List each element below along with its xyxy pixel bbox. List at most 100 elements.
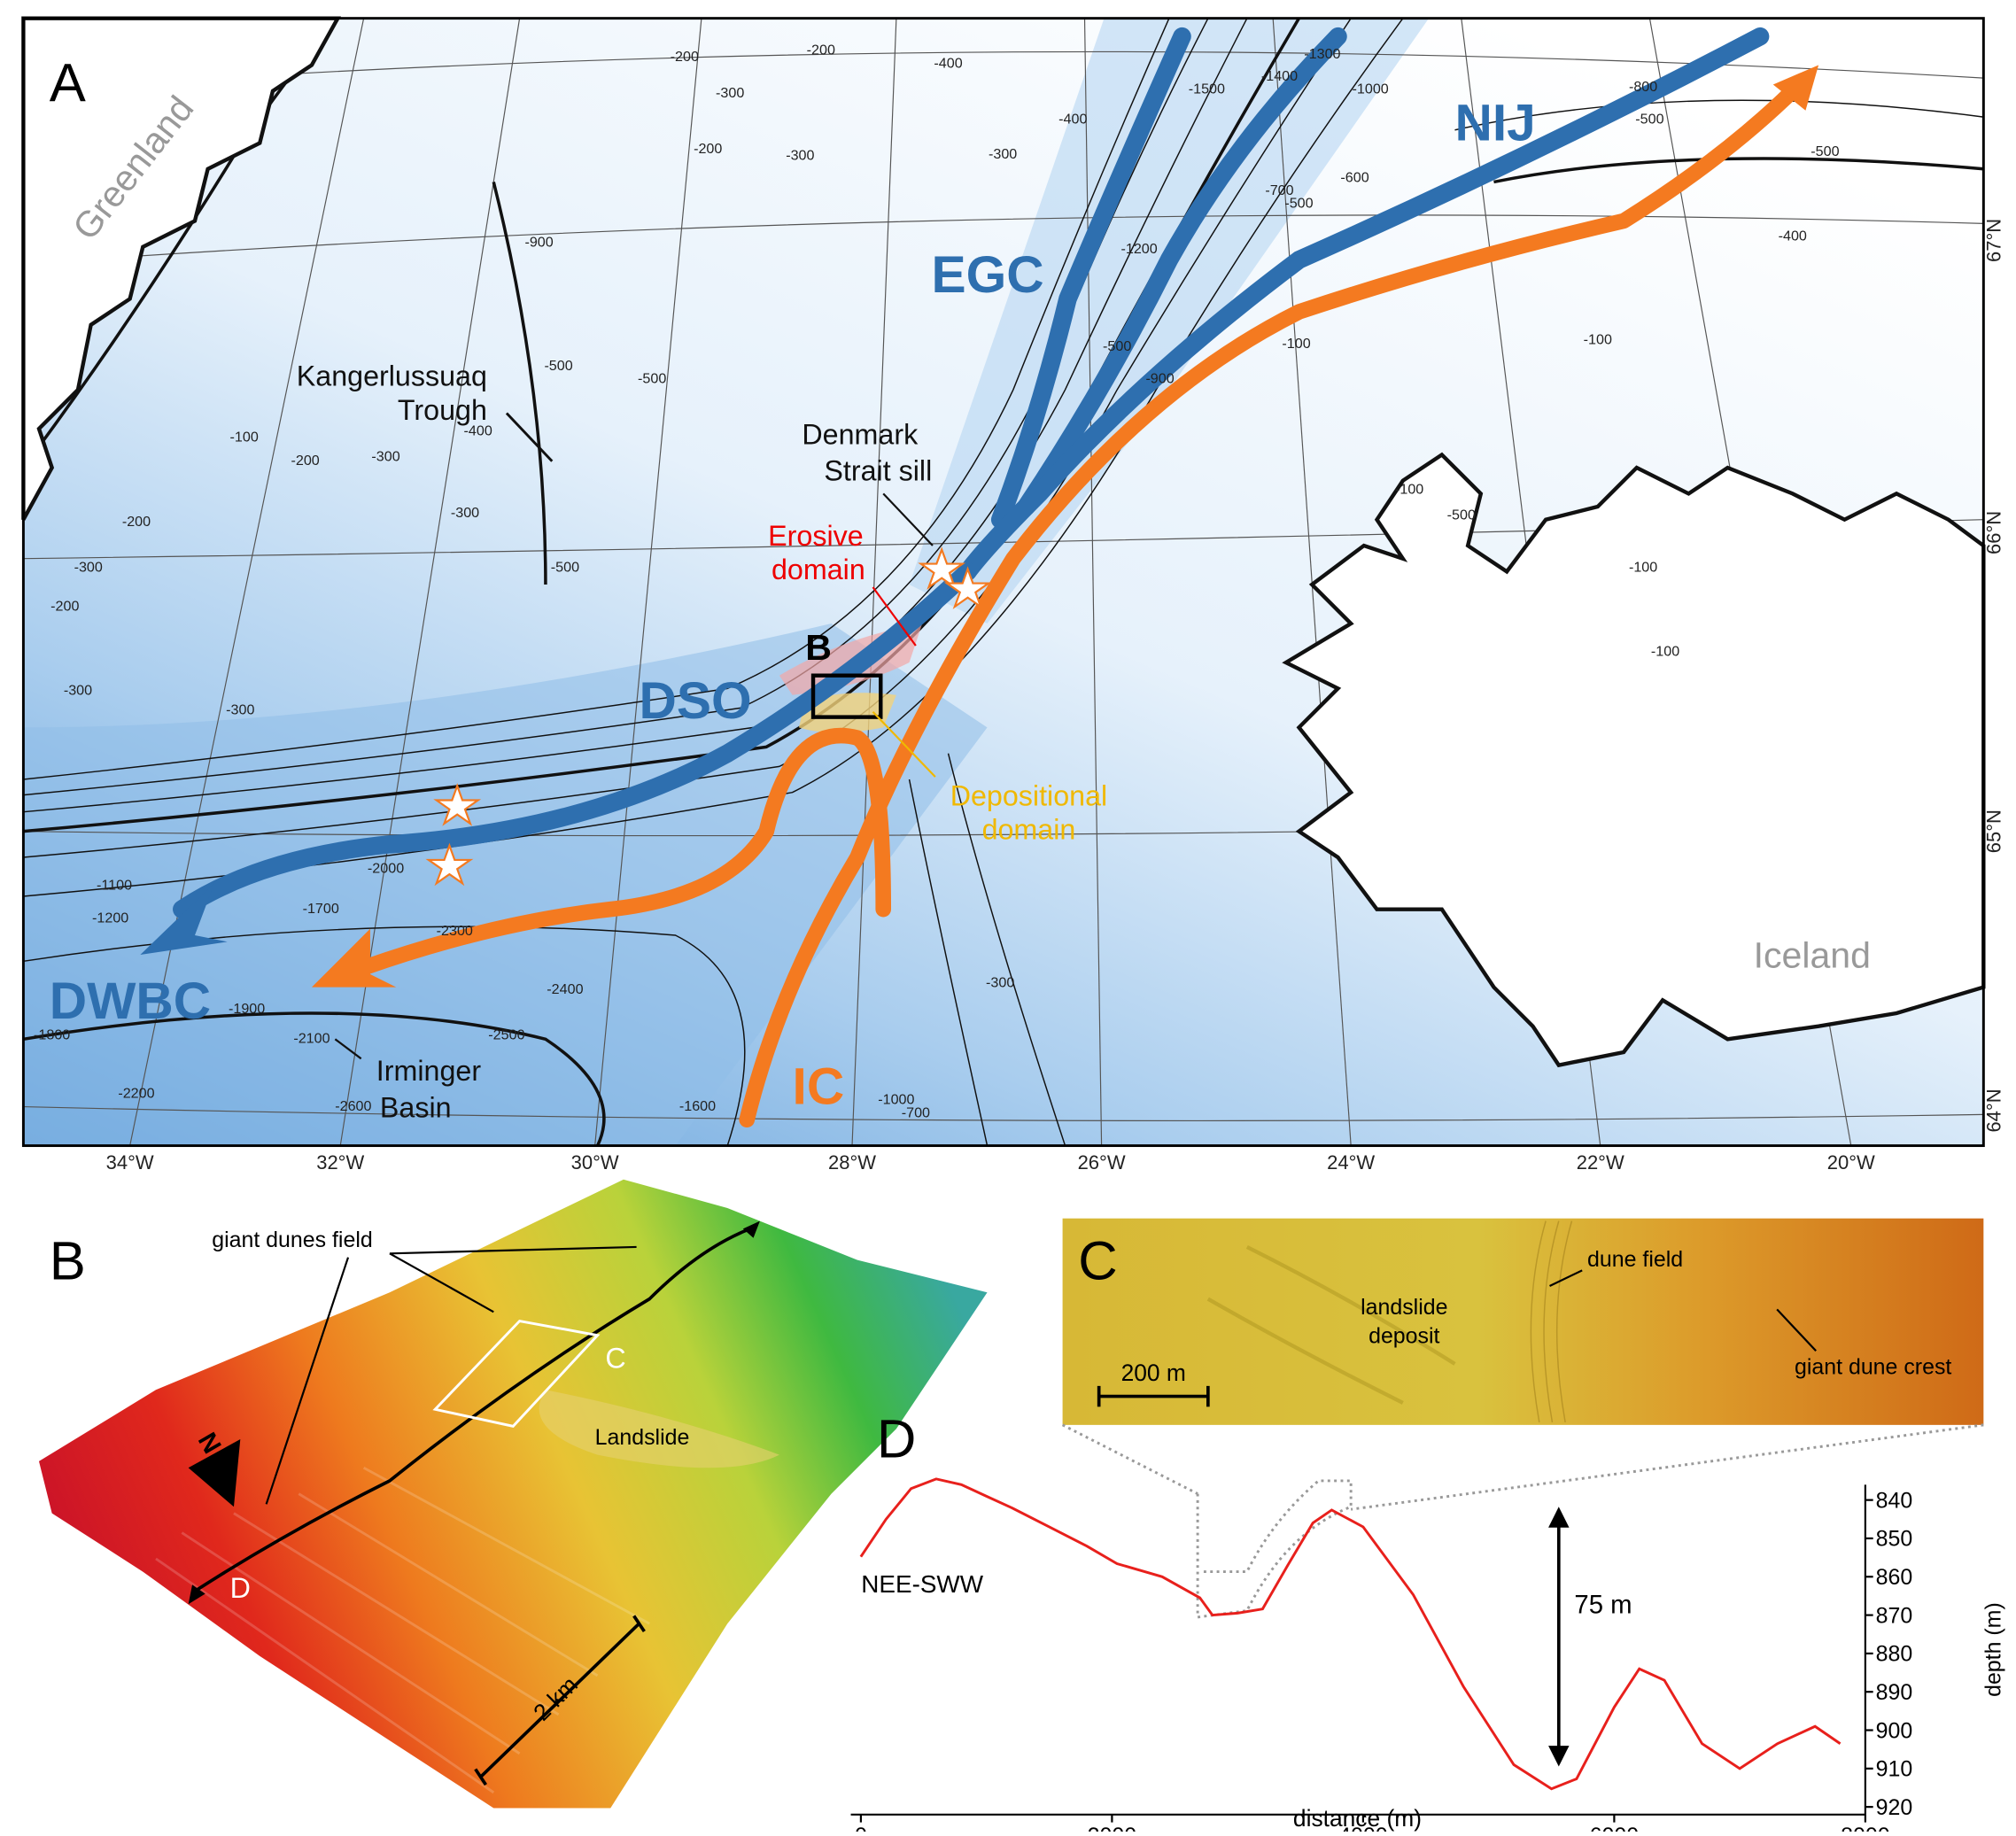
- bathymetry-surface: [38, 1179, 988, 1809]
- box-label: B: [805, 627, 832, 668]
- annotation: 75 m: [1574, 1591, 1632, 1620]
- contour-label: -2000: [368, 861, 404, 877]
- scale-label: 200 m: [1121, 1360, 1186, 1386]
- contour-label: -300: [986, 975, 1014, 991]
- current-label: IC: [793, 1058, 845, 1116]
- panel-label: A: [50, 53, 86, 114]
- profile-line: [193, 1226, 755, 1593]
- annotation: Trough: [398, 394, 487, 426]
- longitude-label: 26°W: [1078, 1151, 1126, 1174]
- x-tick-label: 4000: [1338, 1824, 1387, 1832]
- scale-bar: [479, 1622, 640, 1778]
- contour-label: -400: [1058, 111, 1087, 127]
- contour-label: -400: [464, 422, 492, 438]
- y-tick-label: 860: [1876, 1565, 1913, 1590]
- contour-label: -2200: [118, 1085, 154, 1101]
- contour-label: -200: [671, 49, 699, 65]
- contour-label: -2300: [437, 923, 473, 939]
- contour-label: -100: [1629, 559, 1657, 575]
- profile-chart: D NEE-SWW distance (m) depth (m) 75 m 0 2…: [850, 1409, 2005, 1836]
- contour-label: -1400: [1261, 68, 1298, 84]
- y-tick-label: 880: [1876, 1642, 1913, 1667]
- longitude-labels: 34°W 32°W 30°W 28°W 26°W 24°W 22°W 20°W: [106, 1151, 1875, 1174]
- contour-label: -300: [786, 148, 814, 164]
- latitude-labels: 67°N 66°N 65°N 64°N: [1982, 219, 2004, 1133]
- map-frame: [21, 17, 1985, 1148]
- panel-b: B giant dunes field C D Landslide 2 km N: [38, 1179, 988, 1809]
- arrow-head: [1548, 1507, 1570, 1528]
- profile-line: [859, 1477, 1842, 1791]
- contour-label: -700: [902, 1104, 930, 1120]
- latitude-label: 67°N: [1982, 219, 2004, 262]
- longitude-label: 24°W: [1327, 1151, 1375, 1174]
- leader-line: [265, 1257, 350, 1505]
- arrow-head: [188, 1584, 205, 1605]
- contour-label: -400: [1779, 228, 1807, 244]
- arrow-head: [1772, 65, 1819, 111]
- depositional-domain: [798, 693, 896, 733]
- contour-label: -500: [1284, 196, 1313, 212]
- y-tick-label: 900: [1876, 1718, 1913, 1743]
- contour-label: -700: [1265, 182, 1293, 198]
- panel-label: D: [877, 1409, 916, 1470]
- arrow-head: [311, 928, 397, 988]
- landslide-area: [539, 1390, 779, 1468]
- contour-label: -100: [1584, 332, 1612, 348]
- star: [433, 783, 482, 826]
- leader-line: [872, 710, 936, 778]
- panel-label: C: [1078, 1231, 1117, 1292]
- y-tick-label: 840: [1876, 1488, 1913, 1513]
- contour-label: -100: [230, 430, 259, 445]
- north-arrow: [188, 1438, 241, 1507]
- arrow-head: [140, 883, 228, 955]
- longitude-label: 32°W: [316, 1151, 364, 1174]
- iceland-coast: [1282, 452, 1986, 1068]
- longitude-label: 20°W: [1827, 1151, 1875, 1174]
- contour-labels: -200 -200 -300 -400 -300 -200 -300 -400 -1500 -14…: [34, 43, 1840, 1121]
- y-tick-label: 920: [1876, 1795, 1913, 1820]
- current-label: EGC: [931, 246, 1043, 304]
- ic-path: [739, 76, 1807, 1128]
- star: [425, 842, 474, 887]
- current-label: NIJ: [1454, 95, 1535, 152]
- panel-label: B: [50, 1231, 86, 1292]
- callout-line: [1061, 1423, 1984, 1511]
- star: [918, 546, 966, 590]
- map-panel: -200 -200 -300 -400 -300 -200 -300 -400 -1500 -14…: [21, 16, 2004, 1174]
- longitude-label: 30°W: [571, 1151, 619, 1174]
- longitude-label: 28°W: [828, 1151, 876, 1174]
- contour-label: -400: [934, 55, 962, 71]
- dso-path: [173, 562, 977, 918]
- contour-label: -200: [694, 141, 722, 157]
- contour-label: -1900: [229, 1001, 265, 1017]
- contour-label: -300: [64, 683, 92, 699]
- annotation: Landslide: [595, 1425, 690, 1450]
- y-tick-label: 910: [1876, 1757, 1913, 1782]
- contour-label: -900: [524, 235, 553, 251]
- region-label: Iceland: [1754, 935, 1871, 976]
- annotation: Strait sill: [824, 455, 932, 487]
- leader-line: [1776, 1308, 1817, 1352]
- y-tick-label: 870: [1876, 1603, 1913, 1628]
- contour-label: -200: [50, 598, 79, 614]
- contour-label: -1500: [1189, 81, 1225, 97]
- contour-label: -300: [74, 559, 103, 575]
- current-label: DSO: [640, 672, 752, 730]
- contour-label: -1200: [92, 910, 128, 926]
- contour-label: -500: [1447, 507, 1476, 523]
- leader-line: [389, 1252, 494, 1313]
- arrow-head: [742, 1220, 760, 1238]
- egc-path: [1017, 27, 1347, 516]
- contour-label: -1800: [34, 1026, 70, 1042]
- contour-label: -1100: [97, 878, 132, 894]
- x-tick-label: 6000: [1590, 1824, 1639, 1832]
- contour-label: -900: [1145, 371, 1174, 387]
- current-label: DWBC: [50, 972, 211, 1030]
- callout-outline: [1196, 1479, 1353, 1619]
- contour-label: -100: [1282, 336, 1310, 352]
- contour-label: -2100: [293, 1031, 330, 1047]
- contour-label: -1000: [878, 1092, 914, 1108]
- leader-line: [505, 412, 554, 462]
